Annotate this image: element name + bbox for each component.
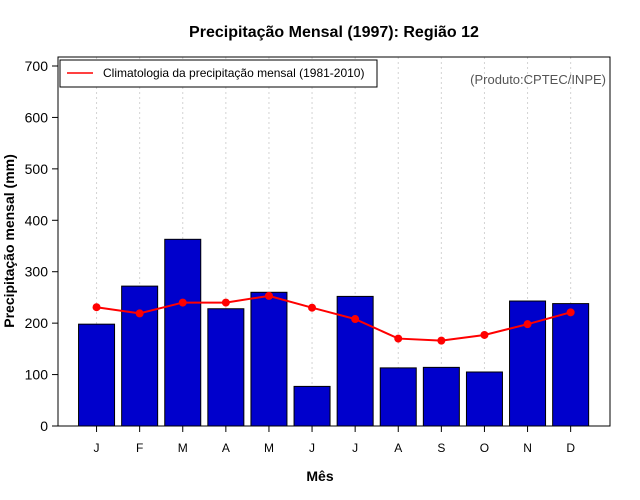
bar-o-10 <box>465 371 503 427</box>
y-tick-label: 500 <box>25 161 49 177</box>
x-tick-label: O <box>480 441 489 455</box>
climatology-point-11 <box>523 320 532 329</box>
x-tick-label: M <box>178 441 188 455</box>
y-tick-label: 700 <box>25 58 49 74</box>
x-tick-label: F <box>136 441 143 455</box>
bar-a-4 <box>207 308 245 427</box>
x-axis-label: Mês <box>306 468 333 484</box>
y-axis: 0 100 200 300 400 500 600 700 <box>25 58 58 434</box>
x-tick-label: S <box>437 441 445 455</box>
x-tick-label: M <box>264 441 274 455</box>
x-tick-label: J <box>352 441 358 455</box>
bar-j-1 <box>78 323 116 427</box>
x-tick-label: A <box>394 441 402 455</box>
bar-j-6 <box>293 385 331 427</box>
chart-title: Precipitação Mensal (1997): Região 12 <box>189 24 479 41</box>
bar-a-8 <box>379 367 417 427</box>
climatology-point-12 <box>566 308 575 317</box>
climatology-line <box>92 291 575 345</box>
bar-m-3 <box>164 238 202 427</box>
climatology-point-3 <box>178 298 187 307</box>
x-tick-label: J <box>309 441 315 455</box>
climatology-point-10 <box>480 330 489 339</box>
bars <box>78 238 590 427</box>
y-tick-label: 100 <box>25 367 49 383</box>
y-tick-label: 300 <box>25 264 49 280</box>
y-tick-label: 0 <box>40 418 48 434</box>
climatology-point-1 <box>92 303 101 312</box>
credit-text: (Produto:CPTEC/INPE) <box>470 72 606 87</box>
climatology-point-6 <box>308 303 317 312</box>
x-tick-label: J <box>94 441 100 455</box>
legend-box <box>59 59 378 88</box>
legend: Climatologia da precipitação mensal (198… <box>59 59 378 88</box>
climatology-point-7 <box>351 315 360 324</box>
bar-m-5 <box>250 291 288 427</box>
y-tick-label: 600 <box>25 109 49 125</box>
x-tick-label: D <box>566 441 575 455</box>
grid <box>96 57 572 426</box>
climatology-point-4 <box>221 298 230 307</box>
y-axis-label: Precipitação mensal (mm) <box>1 154 17 328</box>
climatology-point-5 <box>264 291 273 300</box>
bar-f-2 <box>121 285 159 427</box>
bar-s-9 <box>422 366 460 427</box>
climatology-point-8 <box>394 334 403 343</box>
climatology-point-9 <box>437 336 446 345</box>
x-tick-label: A <box>222 441 230 455</box>
y-tick-label: 200 <box>25 315 49 331</box>
bar-d-12 <box>552 303 590 427</box>
x-tick-label: N <box>523 441 532 455</box>
plot-frame <box>57 56 611 427</box>
y-tick-label: 400 <box>25 212 49 228</box>
legend-entry: Climatologia da precipitação mensal (198… <box>103 66 364 80</box>
climatology-point-2 <box>135 309 144 318</box>
climatology-polyline <box>96 294 571 342</box>
